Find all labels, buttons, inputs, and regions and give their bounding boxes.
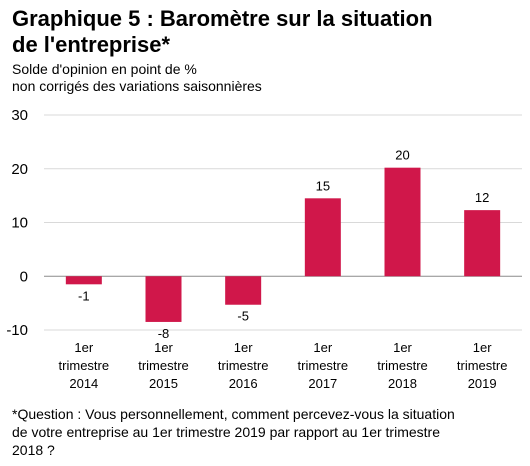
chart-footnote: *Question : Vous personnellement, commen… [12,405,520,459]
chart-subtitle: Solde d'opinion en point de % non corrig… [12,61,512,95]
category-label: 2014 [69,376,98,391]
category-label: 1er [234,340,253,355]
category-label: trimestre [218,358,269,373]
data-label: 12 [475,190,489,205]
category-label: trimestre [457,358,508,373]
footnote-line-2: de votre entreprise au 1er trimestre 201… [12,424,440,440]
category-label: 2019 [468,376,497,391]
bar [65,276,102,285]
category-label: 1er [74,340,93,355]
bar [384,167,421,277]
bar [225,276,262,305]
bar [464,210,501,277]
data-label: 15 [316,178,330,193]
chart-title-line-1: Graphique 5 : Baromètre sur la situation [12,6,433,31]
category-label: 2018 [388,376,417,391]
chart-title-line-2: de l'entreprise* [12,32,171,57]
y-tick-label: -10 [6,322,28,339]
category-label: 2016 [229,376,258,391]
data-label: -5 [237,309,249,324]
category-label: 2017 [308,376,337,391]
bar [304,198,341,277]
data-label: 20 [395,148,409,163]
category-label: 1er [313,340,332,355]
y-tick-label: 0 [20,268,28,285]
data-label: -1 [78,288,90,303]
chart-subtitle-line-2: non corrigés des variations saisonnières [12,78,262,94]
category-label: 1er [473,340,492,355]
category-label: trimestre [377,358,428,373]
footnote-line-3: 2018 ? [12,442,55,458]
chart-subtitle-line-1: Solde d'opinion en point de % [12,61,197,77]
y-tick-label: 10 [11,215,28,232]
category-label: trimestre [59,358,110,373]
y-tick-label: 20 [11,161,28,178]
category-label: 2015 [149,376,178,391]
category-label: 1er [154,340,173,355]
chart-title: Graphique 5 : Baromètre sur la situation… [12,6,512,58]
bar-chart: 3020100-10-11ertrimestre2014-81ertrimest… [6,107,522,391]
category-label: trimestre [298,358,349,373]
data-label: -8 [158,326,170,341]
footnote-line-1: *Question : Vous personnellement, commen… [12,406,455,422]
bar [145,276,182,322]
y-tick-label: 30 [11,107,28,124]
category-label: trimestre [138,358,189,373]
category-label: 1er [393,340,412,355]
